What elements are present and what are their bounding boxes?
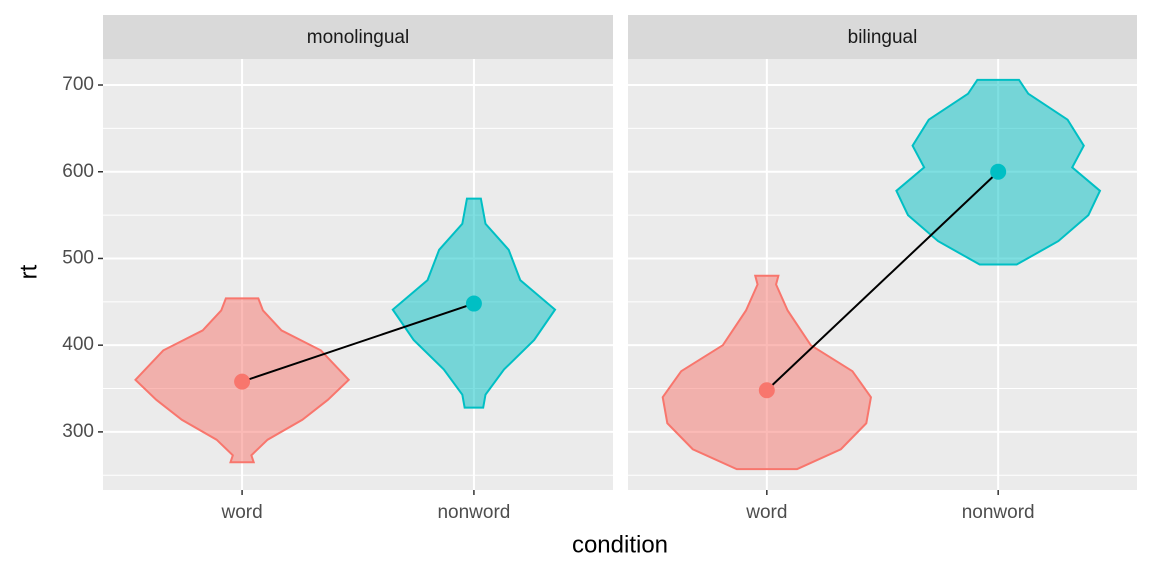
mean-line <box>241 302 475 383</box>
x-tick-label: nonword <box>962 502 1035 523</box>
y-tick-label: 600 <box>62 161 94 182</box>
violin <box>661 274 872 471</box>
x-tick-label: nonword <box>437 502 510 523</box>
x-tick-label: word <box>220 502 262 523</box>
panel-background <box>103 59 613 490</box>
x-tick-label: word <box>745 502 787 523</box>
y-tick-label: 300 <box>62 421 94 442</box>
mean-line <box>766 171 999 391</box>
mean-point <box>234 373 251 390</box>
x-axis-title: condition <box>572 531 668 558</box>
mean-point <box>465 295 482 312</box>
strip-background <box>628 15 1137 59</box>
strip-label: bilingual <box>848 27 918 48</box>
y-tick-label: 400 <box>62 334 94 355</box>
mean-point <box>758 382 775 399</box>
strip-background <box>103 15 613 59</box>
y-tick-label: 500 <box>62 247 94 268</box>
y-tick-label: 700 <box>62 74 94 95</box>
mean-point <box>990 163 1007 180</box>
strip-label: monolingual <box>307 27 409 48</box>
y-axis-title: rt <box>15 264 42 279</box>
